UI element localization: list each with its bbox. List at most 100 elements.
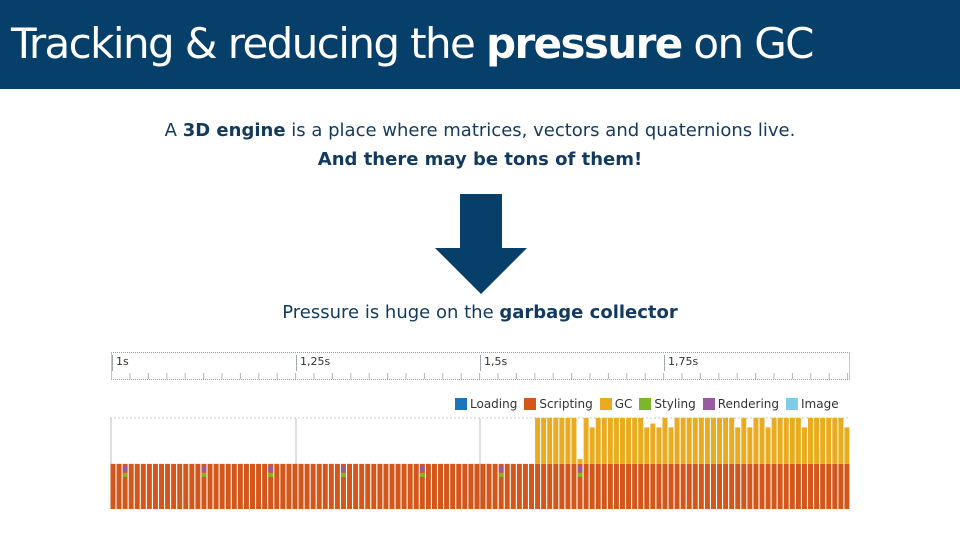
gc-bar [838, 418, 843, 464]
legend-item-scripting[interactable]: Scripting [524, 397, 592, 411]
scripting-bar [511, 464, 516, 509]
scripting-bar [329, 464, 334, 509]
gc-bar [844, 427, 849, 463]
legend-item-rendering[interactable]: Rendering [703, 397, 779, 411]
legend-item-gc[interactable]: GC [600, 397, 633, 411]
gc-bar [535, 418, 540, 464]
scripting-bar [717, 464, 722, 509]
scripting-bar [747, 464, 752, 509]
legend-item-image[interactable]: Image [786, 397, 839, 411]
scripting-bar [796, 464, 801, 509]
scripting-bar [481, 464, 486, 509]
legend-item-loading[interactable]: Loading [455, 397, 517, 411]
legend-label: Styling [654, 397, 695, 411]
scripting-bar [693, 464, 698, 509]
gc-bar [802, 427, 807, 463]
scripting-bar [584, 464, 589, 509]
scripting-bar [438, 464, 443, 509]
rendering-marker [578, 466, 583, 472]
rendering-marker [268, 466, 273, 472]
chart-legend: Loading Scripting GC Styling Rendering I… [455, 396, 846, 412]
scripting-bar [790, 464, 795, 509]
scripting-bar [723, 464, 728, 509]
scripting-bar [347, 464, 352, 509]
scripting-bar [256, 464, 261, 509]
scripting-bar [383, 464, 388, 509]
scripting-bar [784, 464, 789, 509]
gc-bar [669, 427, 674, 463]
scripting-bar [414, 464, 419, 509]
scripting-bar [669, 464, 674, 509]
gc-bar [687, 418, 692, 464]
gc-bar [820, 418, 825, 464]
scripting-bar [681, 464, 686, 509]
scripting-bar [729, 464, 734, 509]
legend-item-styling[interactable]: Styling [639, 397, 695, 411]
gc-bar [826, 418, 831, 464]
gc-bar [741, 418, 746, 464]
scripting-bar [220, 464, 225, 509]
scripting-bar [262, 464, 267, 509]
scripting-bar [450, 464, 455, 509]
scripting-bar [505, 464, 510, 509]
intro-line-1: A 3D engine is a place where matrices, v… [0, 117, 960, 145]
scripting-bar [390, 464, 395, 509]
scripting-bar [602, 464, 607, 509]
scripting-bar [687, 464, 692, 509]
scripting-bar [468, 464, 473, 509]
gc-bar [723, 418, 728, 464]
scripting-bar [141, 464, 146, 509]
gc-bar [608, 418, 613, 464]
gc-bar [559, 418, 564, 464]
gc-bar [808, 418, 813, 464]
scripting-bar [711, 464, 716, 509]
scripting-bar [402, 464, 407, 509]
scripting-bar [153, 464, 158, 509]
title-bar: Tracking & reducing the pressure on GC [0, 0, 960, 89]
scripting-bar [317, 464, 322, 509]
scripting-bar [311, 464, 316, 509]
scripting-bar [650, 464, 655, 509]
gc-bar [747, 427, 752, 463]
scripting-bar [826, 464, 831, 509]
title-part2: on GC [682, 19, 813, 68]
scripting-bar [286, 464, 291, 509]
legend-swatch [455, 398, 467, 410]
gc-bar [650, 424, 655, 464]
gc-bar [693, 418, 698, 464]
gc-bar [596, 418, 601, 464]
timeline-ruler[interactable]: 1s 1,25s 1,5s 1,75s [111, 352, 850, 380]
scripting-bar [802, 464, 807, 509]
gc-bar [547, 418, 552, 464]
gc-bar [832, 418, 837, 464]
legend-swatch [524, 398, 536, 410]
scripting-bar [353, 464, 358, 509]
scripting-bar [741, 464, 746, 509]
scripting-bar [832, 464, 837, 509]
rendering-marker [499, 466, 504, 472]
scripting-bar [323, 464, 328, 509]
scripting-bar [699, 464, 704, 509]
scripting-bar [183, 464, 188, 509]
scripting-bar [571, 464, 576, 509]
scripting-bar [444, 464, 449, 509]
rendering-marker [341, 466, 346, 472]
scripting-bar [753, 464, 758, 509]
gc-bar [590, 427, 595, 463]
gc-bar [790, 418, 795, 464]
styling-marker [201, 473, 206, 477]
scripting-bar [238, 464, 243, 509]
scripting-bar [638, 464, 643, 509]
scripting-bar [596, 464, 601, 509]
scripting-bar [778, 464, 783, 509]
gc-bar [814, 418, 819, 464]
legend-swatch [600, 398, 612, 410]
scripting-bar [608, 464, 613, 509]
gc-bar [553, 418, 558, 464]
gc-bar [571, 418, 576, 464]
subtitle: Pressure is huge on the garbage collecto… [0, 299, 960, 327]
rendering-marker [201, 466, 206, 472]
gc-bar [760, 418, 765, 464]
scripting-bar [553, 464, 558, 509]
styling-marker [578, 473, 583, 477]
